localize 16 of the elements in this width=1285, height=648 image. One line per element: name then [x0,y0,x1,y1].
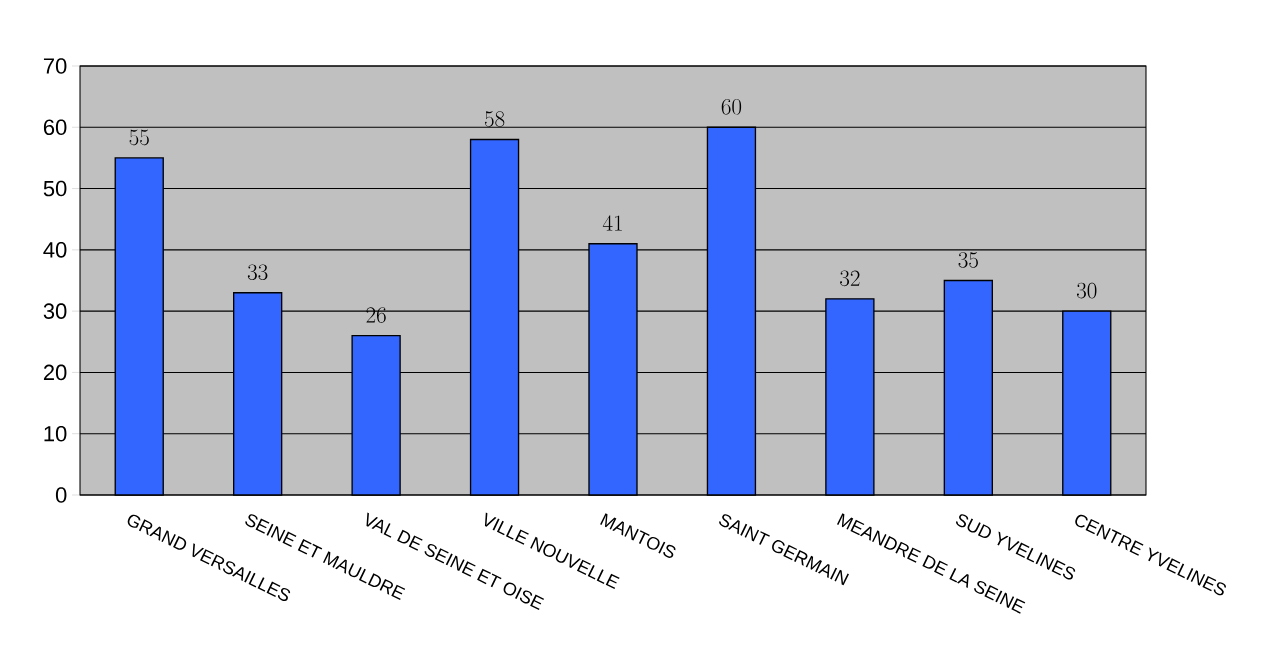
y-tick-label: 10 [44,425,67,442]
data-label: 35 [958,252,978,268]
y-tick-label: 20 [43,364,67,381]
data-label: 41 [602,215,622,231]
data-label: 32 [840,270,860,287]
data-label: 60 [721,98,742,115]
y-tick-label: 0 [55,487,67,503]
y-tick-label: 60 [43,119,67,136]
data-label: 30 [1076,282,1097,299]
y-tick-label: 30 [43,303,67,319]
y-tick-label: 40 [43,242,67,258]
data-label: 55 [129,129,149,146]
y-tick-label: 50 [43,180,67,197]
data-label: 58 [484,111,505,127]
data-label: 33 [247,264,268,281]
y-tick-label: 70 [43,58,67,74]
